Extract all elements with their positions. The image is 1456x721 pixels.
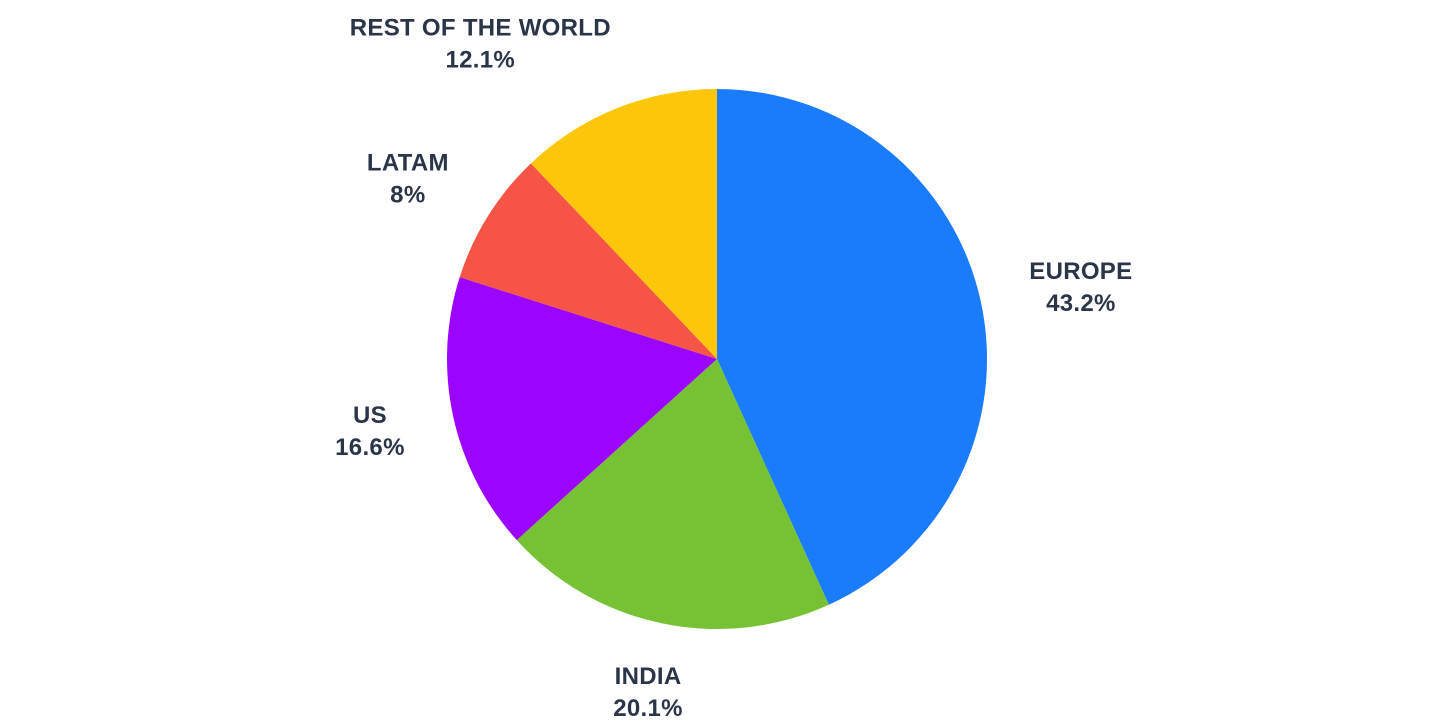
slice-label-group-europe: EUROPE 43.2% (1029, 258, 1132, 317)
pie-labels: EUROPE 43.2% INDIA 20.1% US 16.6% LATAM 8% REST … (335, 14, 1132, 721)
slice-label-group-india: INDIA 20.1% (613, 663, 683, 721)
slice-label-rest-of-the-world: REST OF THE WORLD (350, 14, 611, 41)
slice-label-group-latam: LATAM 8% (367, 150, 449, 209)
slice-label-europe: EUROPE (1029, 258, 1132, 285)
slice-label-latam: LATAM (367, 150, 449, 177)
pie-slice-rest-of-the-world (530, 89, 717, 359)
slice-label-group-us: US 16.6% (335, 402, 405, 461)
slice-value-us: 16.6% (335, 434, 405, 461)
slice-value-latam: 8% (390, 182, 425, 209)
slice-value-india: 20.1% (613, 695, 683, 721)
slice-label-india: INDIA (615, 663, 682, 690)
slice-label-group-rest-of-the-world: REST OF THE WORLD 12.1% (350, 14, 611, 73)
slice-value-europe: 43.2% (1046, 290, 1116, 317)
slice-label-us: US (353, 402, 387, 429)
pie-slice-us (447, 277, 717, 541)
pie-slice-europe (717, 89, 987, 605)
slice-value-rest-of-the-world: 12.1% (446, 46, 516, 73)
pie-slice-latam (459, 163, 717, 359)
pie-slices (447, 89, 987, 630)
pie-slice-india (516, 359, 829, 630)
